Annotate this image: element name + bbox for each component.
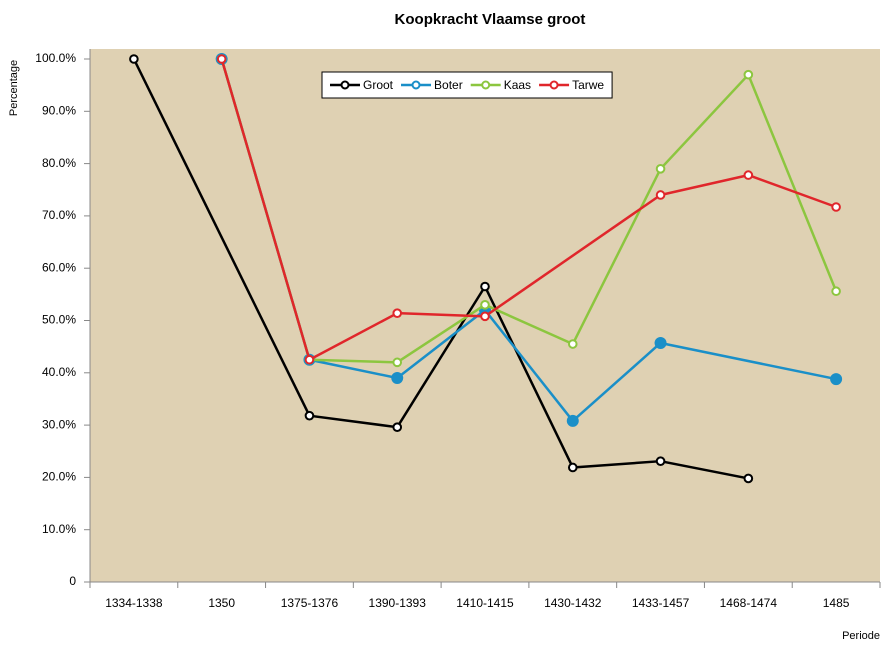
legend-label: Boter [434, 78, 463, 92]
series [216, 54, 841, 365]
point [566, 414, 579, 427]
point [655, 164, 666, 174]
y-tick-label: 30.0% [42, 417, 76, 431]
point [743, 69, 754, 80]
x-tick-label: 1390-1393 [369, 596, 427, 610]
legend-marker [340, 80, 350, 90]
point [480, 300, 490, 310]
y-axis-label: Percentage [8, 60, 20, 116]
line-segment [309, 414, 398, 429]
x-tick-label: 1350 [208, 596, 235, 610]
line-segment [308, 312, 398, 361]
x-tick-label: 1410-1415 [456, 596, 514, 610]
point [392, 422, 403, 432]
line-segment [396, 309, 486, 380]
line-segment [484, 303, 574, 346]
legend-label: Tarwe [572, 78, 604, 92]
point [655, 190, 666, 200]
x-tick-label: 1334-1338 [105, 596, 163, 610]
point [392, 357, 403, 368]
y-tick-label: 40.0% [42, 365, 76, 379]
x-tick-label: 1468-1474 [720, 596, 778, 610]
line-segment [396, 285, 487, 428]
y-tick-label: 70.0% [42, 208, 76, 222]
line-segment [660, 459, 749, 480]
point [304, 354, 315, 365]
y-tick-label: 0 [69, 574, 76, 588]
line-segment [396, 303, 486, 364]
point [830, 373, 843, 386]
point [392, 308, 403, 318]
line-segment [483, 285, 574, 469]
point [480, 281, 490, 292]
point [304, 410, 315, 421]
y-tick-label: 20.0% [42, 470, 76, 484]
line-segment [397, 311, 486, 318]
point [480, 311, 490, 322]
line-segment [484, 193, 662, 318]
y-tick-label: 80.0% [42, 156, 76, 170]
chart-title: Koopkracht Vlaamse groot [395, 11, 586, 28]
line-segment [747, 173, 837, 209]
line-segment [132, 58, 311, 417]
x-tick-label: 1433-1457 [632, 596, 690, 610]
x-tick-label: 1485 [823, 596, 850, 610]
point [655, 456, 666, 466]
legend: Groot Boter Kaas Tarwe [321, 71, 613, 99]
point [567, 339, 578, 349]
line-segment [660, 341, 837, 381]
line-segment [220, 58, 311, 361]
legend-marker [481, 80, 491, 90]
y-tick-label: 100.0% [35, 51, 76, 65]
y-tick-label: 90.0% [42, 103, 76, 117]
point [216, 54, 227, 64]
line-segment [659, 73, 750, 170]
point [831, 202, 841, 212]
legend-marker [411, 80, 421, 90]
series [129, 54, 754, 484]
legend-label: Groot [363, 78, 394, 92]
y-tick-label: 10.0% [42, 522, 76, 536]
point [567, 462, 578, 473]
x-tick-label: 1375-1376 [281, 596, 339, 610]
point [129, 54, 139, 64]
y-tick-label: 60.0% [42, 260, 76, 274]
legend-label: Kaas [504, 78, 531, 92]
line-segment [660, 173, 749, 197]
point [391, 372, 404, 385]
line-segment [571, 342, 662, 422]
point [743, 170, 754, 180]
line-segment [484, 309, 574, 422]
legend-marker [549, 80, 559, 90]
point [831, 286, 841, 297]
line-segment [747, 74, 838, 292]
x-tick-label: 1430-1432 [544, 596, 602, 610]
line-segment [572, 459, 661, 469]
x-axis-label: Periode [842, 630, 880, 642]
y-tick-label: 50.0% [42, 313, 76, 327]
point [654, 336, 667, 349]
point [743, 473, 754, 484]
line-segment [571, 168, 662, 345]
line-segment [309, 358, 398, 380]
line-segment [309, 358, 398, 364]
